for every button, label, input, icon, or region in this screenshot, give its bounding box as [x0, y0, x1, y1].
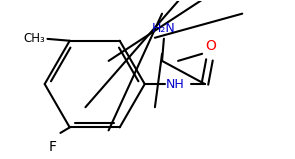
Text: CH₃: CH₃	[23, 32, 45, 45]
Text: F: F	[49, 140, 57, 154]
Text: NH: NH	[166, 78, 185, 91]
Text: H₂N: H₂N	[152, 22, 176, 35]
Text: O: O	[205, 39, 216, 53]
